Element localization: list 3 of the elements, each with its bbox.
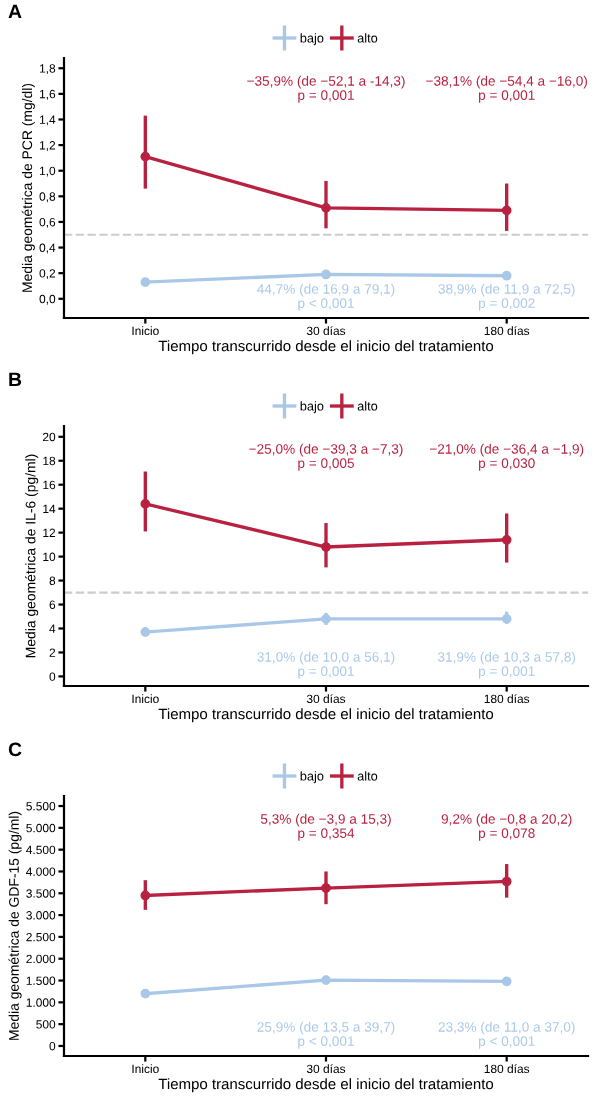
chart-title: B (9, 372, 22, 387)
chart-title: A (8, 4, 22, 19)
chart-title: C (8, 742, 22, 757)
